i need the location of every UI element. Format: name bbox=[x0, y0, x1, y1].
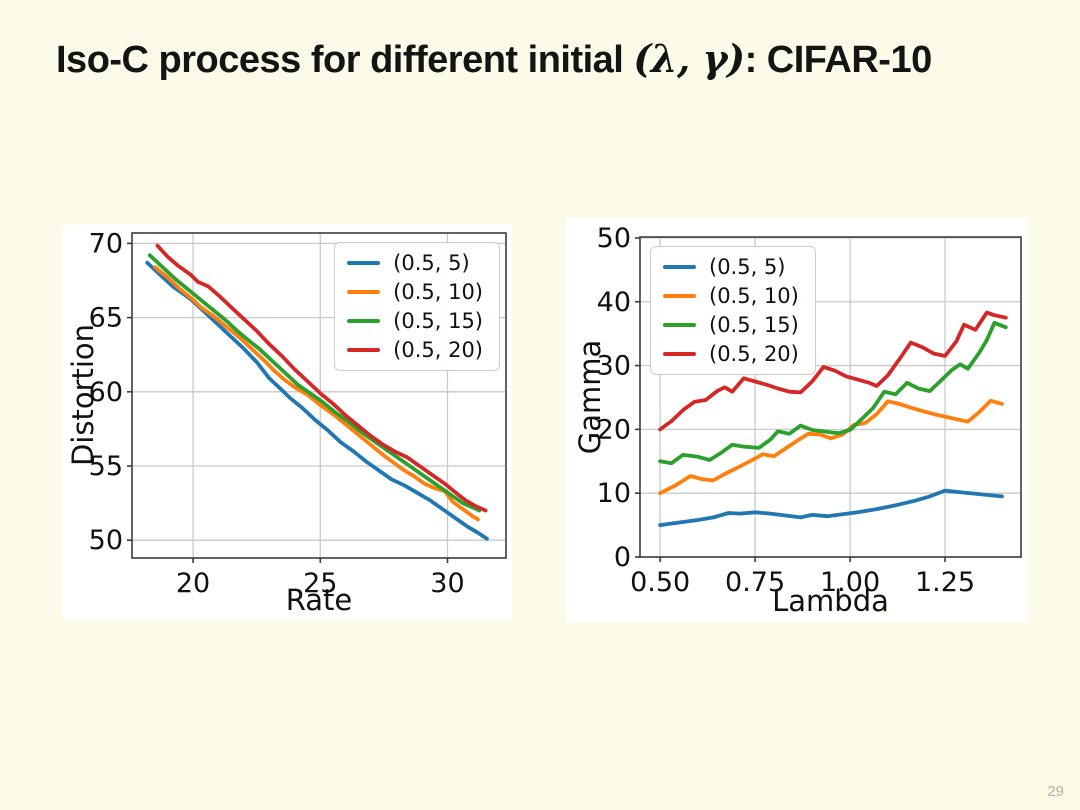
legend-label: (0.5, 20) bbox=[709, 342, 799, 366]
legend-item: (0.5, 15) bbox=[347, 309, 483, 333]
legend-label: (0.5, 20) bbox=[393, 338, 483, 362]
legend-line-swatch bbox=[663, 323, 696, 327]
x-tick-label: 30 bbox=[430, 568, 464, 599]
legend-line-swatch bbox=[663, 294, 696, 298]
legend-label: (0.5, 15) bbox=[709, 313, 799, 337]
legend-line-swatch bbox=[347, 348, 381, 352]
y-tick-label: 70 bbox=[89, 228, 123, 259]
x-tick-label: 1.00 bbox=[820, 567, 880, 598]
y-axis-label: Distortion bbox=[66, 323, 100, 467]
legend-item: (0.5, 5) bbox=[663, 255, 799, 279]
x-axis-label: Lambda bbox=[772, 584, 889, 618]
legend-item: (0.5, 15) bbox=[663, 313, 799, 337]
legend-label: (0.5, 10) bbox=[709, 284, 799, 308]
y-tick-label: 50 bbox=[89, 525, 123, 556]
legend-label: (0.5, 5) bbox=[393, 251, 470, 275]
lambda-gamma-plot: 0.50 0.75 1.00 1.25 0 10 20 30 40 50 bbox=[597, 223, 1022, 598]
x-tick-label: 1.25 bbox=[915, 567, 975, 598]
legend-line-swatch bbox=[347, 290, 381, 294]
legend-line-swatch bbox=[347, 319, 381, 323]
lambda-gamma-chart: 0.50 0.75 1.00 1.25 0 10 20 30 40 50 Lambda Gamma… bbox=[566, 218, 1028, 622]
y-tick-label: 60 bbox=[89, 377, 123, 408]
legend-label: (0.5, 15) bbox=[393, 309, 483, 333]
slide-title-math: (λ, γ) bbox=[633, 36, 745, 81]
page-number: 29 bbox=[1047, 783, 1064, 800]
legend-item: (0.5, 20) bbox=[663, 342, 799, 366]
series-line bbox=[153, 265, 480, 522]
y-tick-label: 0 bbox=[614, 542, 631, 573]
y-tick-label: 50 bbox=[597, 223, 631, 254]
slide-title: Iso-C process for different initial (λ, … bbox=[56, 36, 1046, 82]
slide-title-suffix: : CIFAR-10 bbox=[744, 39, 933, 81]
legend-item: (0.5, 20) bbox=[347, 338, 483, 362]
series-line bbox=[658, 310, 1008, 432]
x-tick-label: 20 bbox=[176, 568, 210, 599]
legend-label: (0.5, 5) bbox=[709, 255, 786, 279]
rate-distortion-plot: 20 25 30 50 55 60 65 70 bbox=[89, 228, 507, 599]
rate-distortion-chart: 20 25 30 50 55 60 65 70 Rate Distortion (0.5, 5… bbox=[62, 225, 512, 619]
legend-line-swatch bbox=[663, 265, 696, 269]
y-axis-label: Gamma bbox=[573, 339, 607, 455]
series-line bbox=[658, 320, 1008, 466]
y-tick-label: 55 bbox=[89, 451, 123, 482]
y-tick-label: 20 bbox=[597, 414, 631, 445]
y-tick-label: 40 bbox=[597, 287, 631, 318]
series-line bbox=[658, 488, 1004, 528]
series-line bbox=[147, 253, 482, 513]
plot-border bbox=[131, 232, 507, 559]
slide-title-text: Iso-C process for different initial bbox=[56, 39, 634, 81]
y-tick-label: 30 bbox=[597, 351, 631, 382]
legend: (0.5, 5) (0.5, 10) (0.5, 15) (0.5, 20) bbox=[650, 246, 816, 375]
x-tick-label: 0.50 bbox=[630, 567, 690, 598]
x-tick-label: 0.75 bbox=[725, 567, 785, 598]
legend-item: (0.5, 10) bbox=[347, 280, 483, 304]
x-tick-label: 25 bbox=[303, 568, 337, 599]
series-line bbox=[658, 398, 1004, 496]
legend: (0.5, 5) (0.5, 10) (0.5, 15) (0.5, 20) bbox=[334, 242, 500, 371]
series-line bbox=[155, 243, 488, 513]
plot-border bbox=[639, 236, 1022, 558]
x-axis-label: Rate bbox=[285, 583, 353, 617]
legend-item: (0.5, 5) bbox=[347, 251, 483, 275]
y-tick-label: 65 bbox=[89, 303, 123, 334]
legend-label: (0.5, 10) bbox=[393, 280, 483, 304]
legend-line-swatch bbox=[663, 352, 696, 356]
y-tick-label: 10 bbox=[597, 478, 631, 509]
legend-line-swatch bbox=[347, 261, 381, 265]
legend-item: (0.5, 10) bbox=[663, 284, 799, 308]
